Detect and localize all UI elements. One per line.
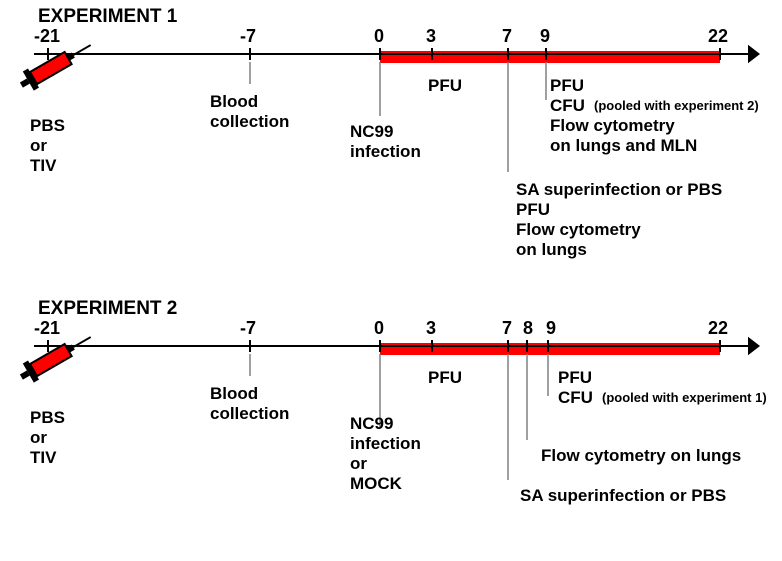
diagram-label: PBS: [30, 408, 65, 428]
diagram-label: Flow cytometry on lungs: [541, 446, 741, 466]
diagram-label: TIV: [30, 448, 56, 468]
diagram-label: Blood collection: [210, 384, 289, 424]
diagram-label: PFU: [428, 368, 462, 388]
diagram-label: (pooled with experiment 1): [602, 390, 767, 405]
diagram-label: NC99 infection or MOCK: [350, 414, 421, 494]
diagram-label: PFU: [558, 368, 592, 388]
diagram-label: CFU: [558, 388, 593, 408]
diagram-label: or: [30, 428, 47, 448]
diagram-label: SA superinfection or PBS: [520, 486, 726, 506]
